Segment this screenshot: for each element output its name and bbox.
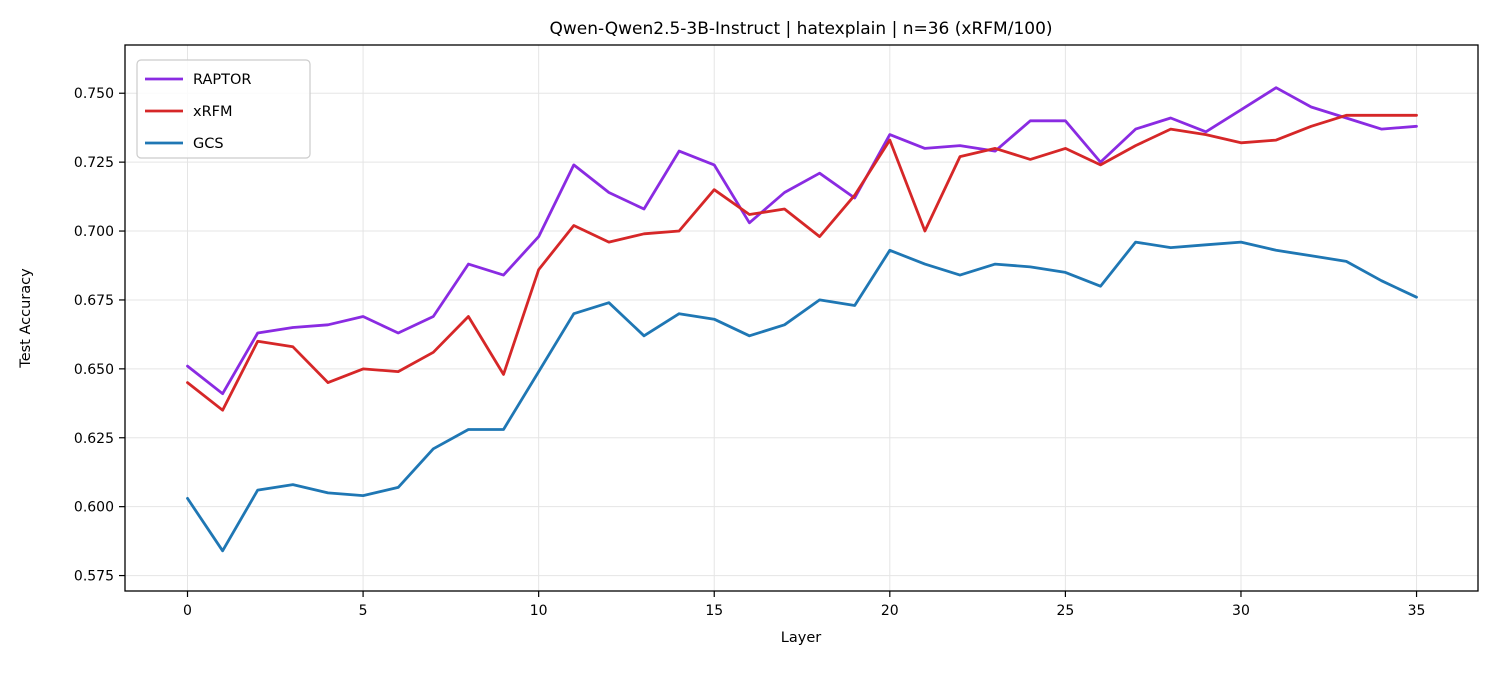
- x-tick-label: 10: [530, 603, 548, 619]
- y-tick-label: 0.650: [74, 362, 114, 378]
- y-tick-label: 0.575: [74, 569, 114, 585]
- legend-label-raptor: RAPTOR: [193, 72, 252, 88]
- y-tick-label: 0.725: [74, 155, 114, 171]
- x-tick-label: 20: [881, 603, 899, 619]
- y-tick-label: 0.700: [74, 224, 114, 240]
- x-tick-label: 15: [705, 603, 723, 619]
- x-tick-label: 35: [1408, 603, 1426, 619]
- y-tick-label: 0.750: [74, 86, 114, 102]
- legend-box: [136, 59, 311, 159]
- x-tick-label: 0: [183, 603, 192, 619]
- x-axis-label: Layer: [781, 630, 821, 646]
- series-line-gcs: [186, 240, 1418, 553]
- plot-frame: [124, 44, 1479, 592]
- tick-marks: [119, 92, 1418, 597]
- tick-labels: 0 5 10 15 20 25 30 35 0.575 0.600 0.625 0.650 0.675 0…: [74, 86, 1426, 619]
- x-tick-label: 30: [1232, 603, 1250, 619]
- y-axis-label: Test Accuracy: [18, 268, 34, 369]
- series-line-xrfm: [186, 113, 1418, 412]
- x-tick-label: 5: [359, 603, 368, 619]
- x-tick-label: 25: [1056, 603, 1074, 619]
- y-tick-label: 0.675: [74, 293, 114, 309]
- legend: RAPTOR xRFM GCS: [136, 59, 311, 159]
- chart-title: Qwen-Qwen2.5-3B-Instruct | hatexplain | …: [549, 19, 1052, 39]
- legend-label-xrfm: xRFM: [193, 104, 233, 120]
- legend-label-gcs: GCS: [193, 136, 224, 152]
- series-line-raptor: [186, 86, 1418, 396]
- gridlines: [125, 45, 1478, 591]
- y-tick-label: 0.600: [74, 500, 114, 516]
- y-tick-label: 0.625: [74, 431, 114, 447]
- series-lines: [186, 86, 1418, 553]
